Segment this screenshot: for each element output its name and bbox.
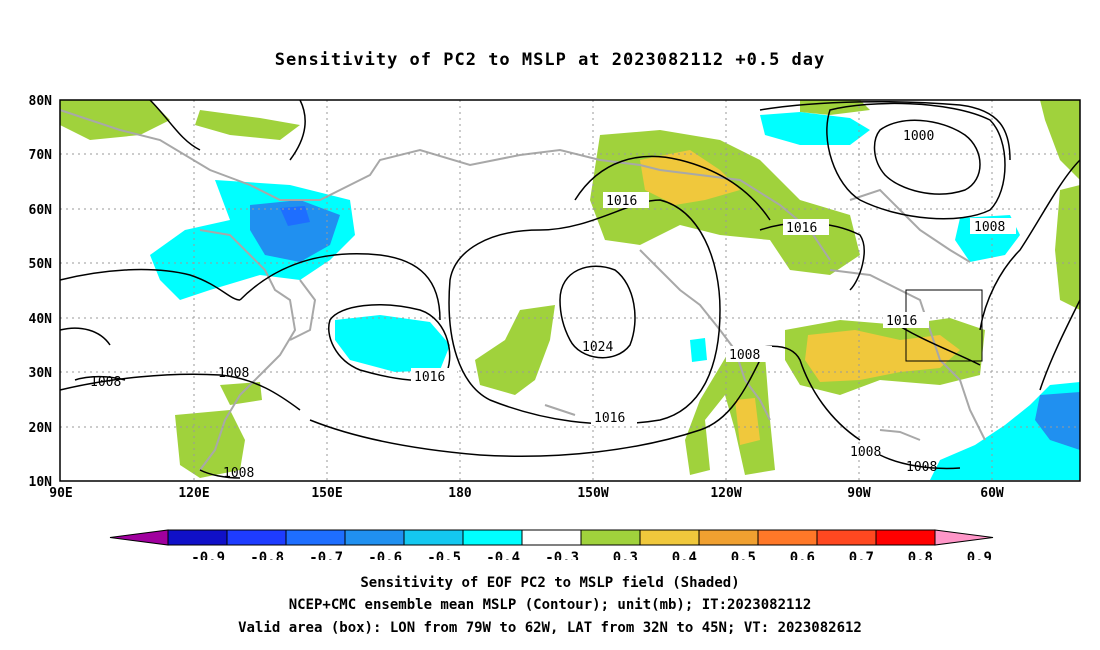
negative-shade-region [335,315,450,372]
negative-shade-region [760,112,870,145]
shaded-sensitivity [60,100,1080,480]
contour-label: 1008 [974,220,1005,235]
footer-line-2: NCEP+CMC ensemble mean MSLP (Contour); u… [288,597,812,613]
lon-label: 150E [311,486,342,501]
lon-label: 150W [577,486,608,501]
colorbar-swatch [403,529,464,546]
colorbar-label: 0.3 [613,550,638,560]
positive-shade-region [685,350,775,475]
positive-shade-region [735,398,760,445]
lat-label: 80N [29,94,53,109]
colorbar-label: 0.5 [731,550,756,560]
positive-shade-region [195,110,300,140]
colorbar-swatch [462,529,523,546]
latitude-labels: 80N 70N 60N 50N 40N 30N 20N 10N [29,94,53,490]
contour-label: 1008 [729,348,760,363]
lon-label: 60W [980,486,1004,501]
negative-shade-region [250,200,340,262]
negative-shade-region [690,338,707,362]
colorbar-max-arrow [934,529,994,546]
longitude-labels: 90E 120E 150E 180 150W 120W 90W 60W [49,486,1004,501]
contour-label: 1016 [414,370,445,385]
lat-label: 70N [29,148,53,163]
colorbar-swatch [757,529,818,546]
colorbar: -0.9 -0.8 -0.7 -0.6 -0.5 -0.4 -0.3 0.3 0.4 0.5 0.6… [109,529,994,560]
lon-label: 180 [448,486,472,501]
contour-label: 1008 [218,366,249,381]
contour-label: 1016 [606,194,637,209]
lon-label: 90W [847,486,871,501]
negative-shade-region [1035,392,1080,450]
mslp-contours [59,99,1081,479]
colorbar-label: 0.4 [672,550,697,560]
colorbar-label: -0.8 [250,550,284,560]
lat-label: 60N [29,203,53,218]
colorbar-swatch [875,529,936,546]
negative-shade-region [280,206,310,226]
colorbar-swatch [344,529,405,546]
lat-label: 30N [29,366,53,381]
colorbar-label: -0.6 [368,550,402,560]
colorbar-swatch [226,529,287,546]
contour-label: 1000 [903,129,934,144]
positive-shade-region [60,100,170,140]
positive-shade-region [640,150,740,205]
lat-label: 40N [29,312,53,327]
colorbar-label: -0.9 [191,550,225,560]
positive-shade-region [805,330,960,382]
lat-label: 50N [29,257,53,272]
colorbar-swatch [521,529,582,546]
contour-labels: 1000 1008 1016 1016 1016 1016 1016 1024 … [90,127,1016,481]
sensitivity-map: 1000 1008 1016 1016 1016 1016 1016 1024 … [29,94,1081,560]
positive-shade-region [1055,185,1080,310]
colorbar-label: 0.8 [908,550,933,560]
lon-label: 90E [49,486,72,501]
coastlines [59,109,986,471]
footer-line-1: Sensitivity of EOF PC2 to MSLP field (Sh… [360,575,740,591]
contour-label: 1024 [582,340,613,355]
map-frame [59,99,1081,482]
lat-label: 20N [29,421,53,436]
lon-label: 120W [710,486,741,501]
lon-label: 120E [178,486,209,501]
map-title: Sensitivity of PC2 to MSLP at 2023082112… [274,50,826,70]
colorbar-swatch [285,529,346,546]
contour-label: 1016 [594,411,625,426]
colorbar-label: 0.7 [849,550,874,560]
contour-label: 1008 [90,375,121,390]
contour-label: 1016 [886,314,917,329]
colorbar-label: 0.9 [967,550,992,560]
colorbar-swatch [167,529,228,546]
gridlines [60,100,1080,481]
contour-label: 1008 [906,460,937,475]
colorbar-swatch [580,529,641,546]
colorbar-label: -0.5 [427,550,461,560]
colorbar-label: -0.4 [486,550,520,560]
footer-line-3: Valid area (box): LON from 79W to 62W, L… [238,620,862,636]
colorbar-label: -0.7 [309,550,343,560]
contour-label: 1016 [786,221,817,236]
colorbar-swatch [639,529,700,546]
colorbar-min-arrow [109,529,169,546]
lat-label: 10N [29,475,53,490]
colorbar-swatch [816,529,877,546]
positive-shade-region [1040,100,1080,180]
contour-label: 1008 [223,466,254,481]
colorbar-label: -0.3 [545,550,579,560]
colorbar-label: 0.6 [790,550,815,560]
colorbar-swatch [698,529,759,546]
contour-label: 1008 [850,445,881,460]
